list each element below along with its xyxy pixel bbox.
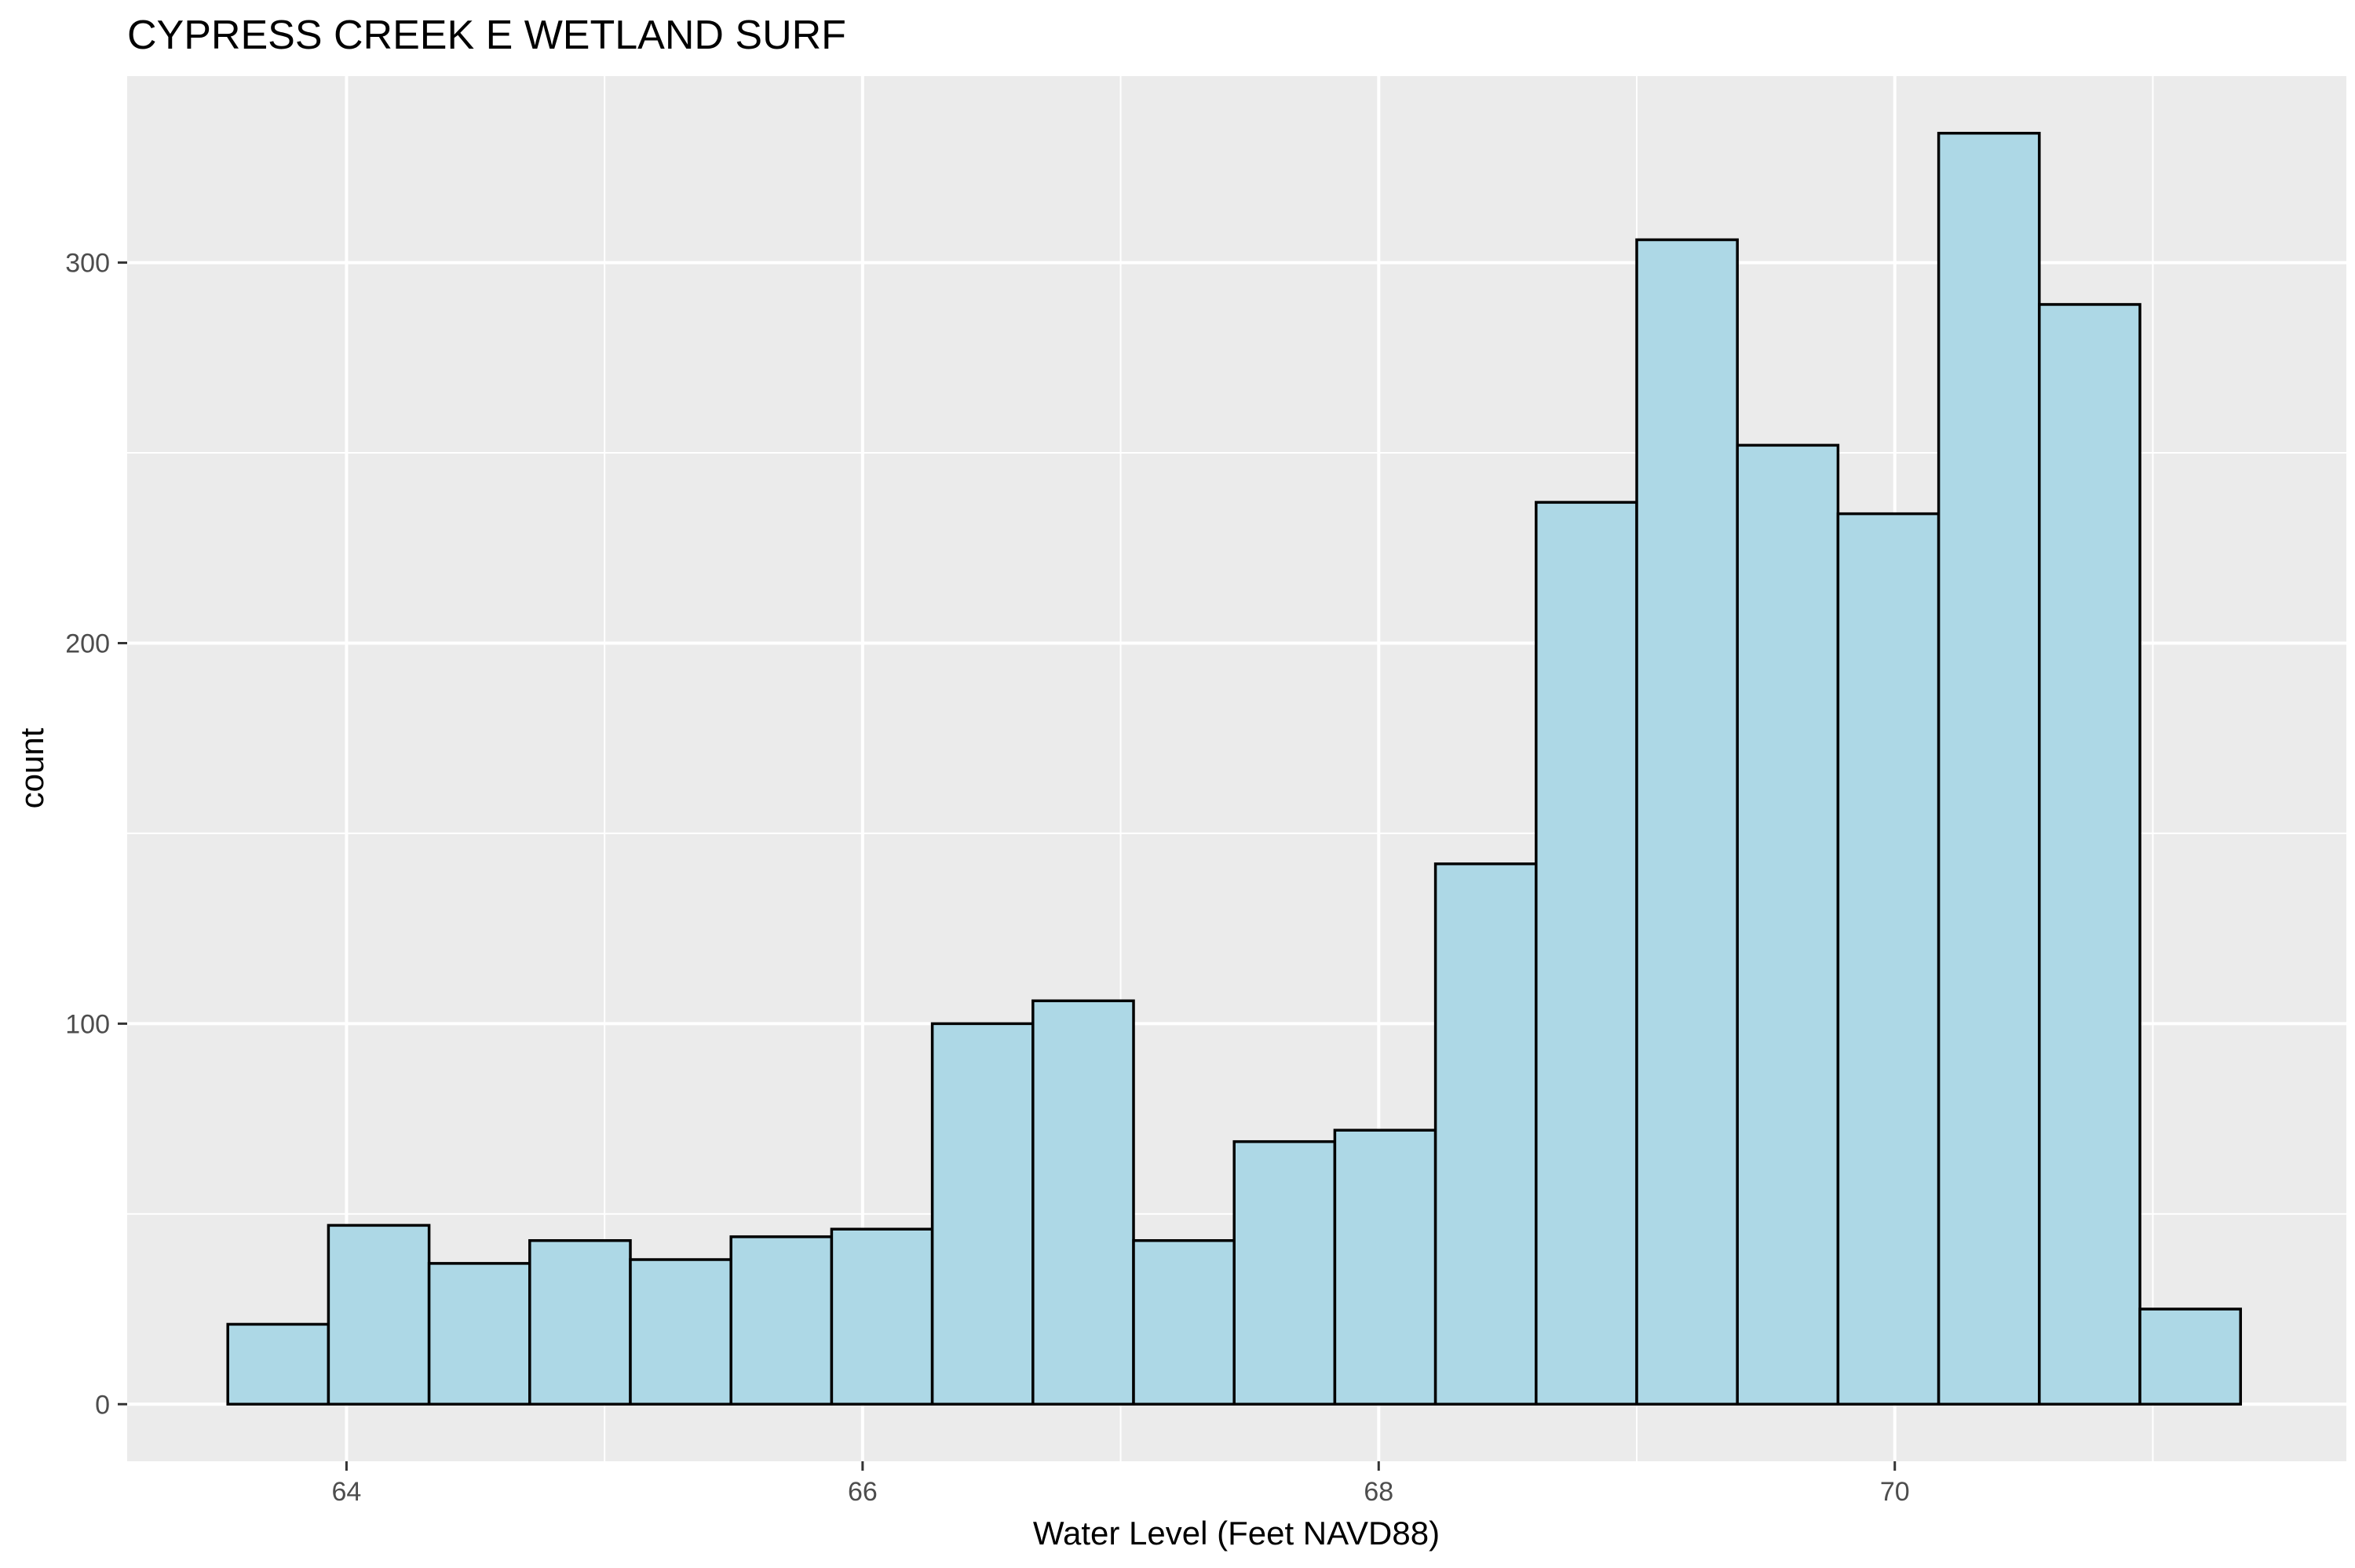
x-axis-label: Water Level (Feet NAVD88)	[1033, 1515, 1440, 1552]
histogram-bars	[226, 131, 2242, 1406]
histogram-bar	[2038, 303, 2141, 1406]
histogram-bar	[1937, 131, 2041, 1406]
histogram-bar	[1836, 512, 1941, 1406]
histogram-bar	[1132, 1239, 1236, 1406]
y-tick-label: 100	[65, 1009, 110, 1039]
histogram-bar	[1031, 999, 1135, 1406]
x-tick-label: 64	[331, 1477, 361, 1507]
y-tick-label: 0	[95, 1390, 110, 1420]
histogram-bar	[1535, 501, 1638, 1406]
histogram-bar	[427, 1262, 531, 1406]
histogram-bar	[629, 1258, 732, 1406]
y-axis-ticks: 0 100 200 300	[65, 249, 127, 1420]
x-tick-label: 68	[1364, 1477, 1393, 1507]
y-tick-label: 200	[65, 629, 110, 658]
histogram-bar	[226, 1322, 330, 1406]
x-tick-label: 66	[848, 1477, 878, 1507]
histogram-bar	[1333, 1129, 1437, 1406]
x-tick-label: 70	[1880, 1477, 1910, 1507]
histogram-bar	[1232, 1140, 1337, 1406]
histogram-bar	[2138, 1307, 2242, 1406]
histogram-bar	[1635, 238, 1739, 1406]
y-axis-label: count	[13, 727, 50, 808]
histogram-bar	[830, 1227, 934, 1406]
chart-title: CYPRESS CREEK E WETLAND SURF	[127, 13, 846, 58]
histogram-bar	[1736, 443, 1840, 1406]
histogram-bar	[930, 1022, 1035, 1406]
histogram-bar	[528, 1239, 632, 1406]
y-tick-label: 300	[65, 249, 110, 279]
histogram-bar	[729, 1235, 834, 1406]
histogram-bar	[1433, 862, 1538, 1406]
histogram-bar	[327, 1223, 431, 1406]
x-axis-ticks: 64 66 68 70	[331, 1461, 1910, 1507]
